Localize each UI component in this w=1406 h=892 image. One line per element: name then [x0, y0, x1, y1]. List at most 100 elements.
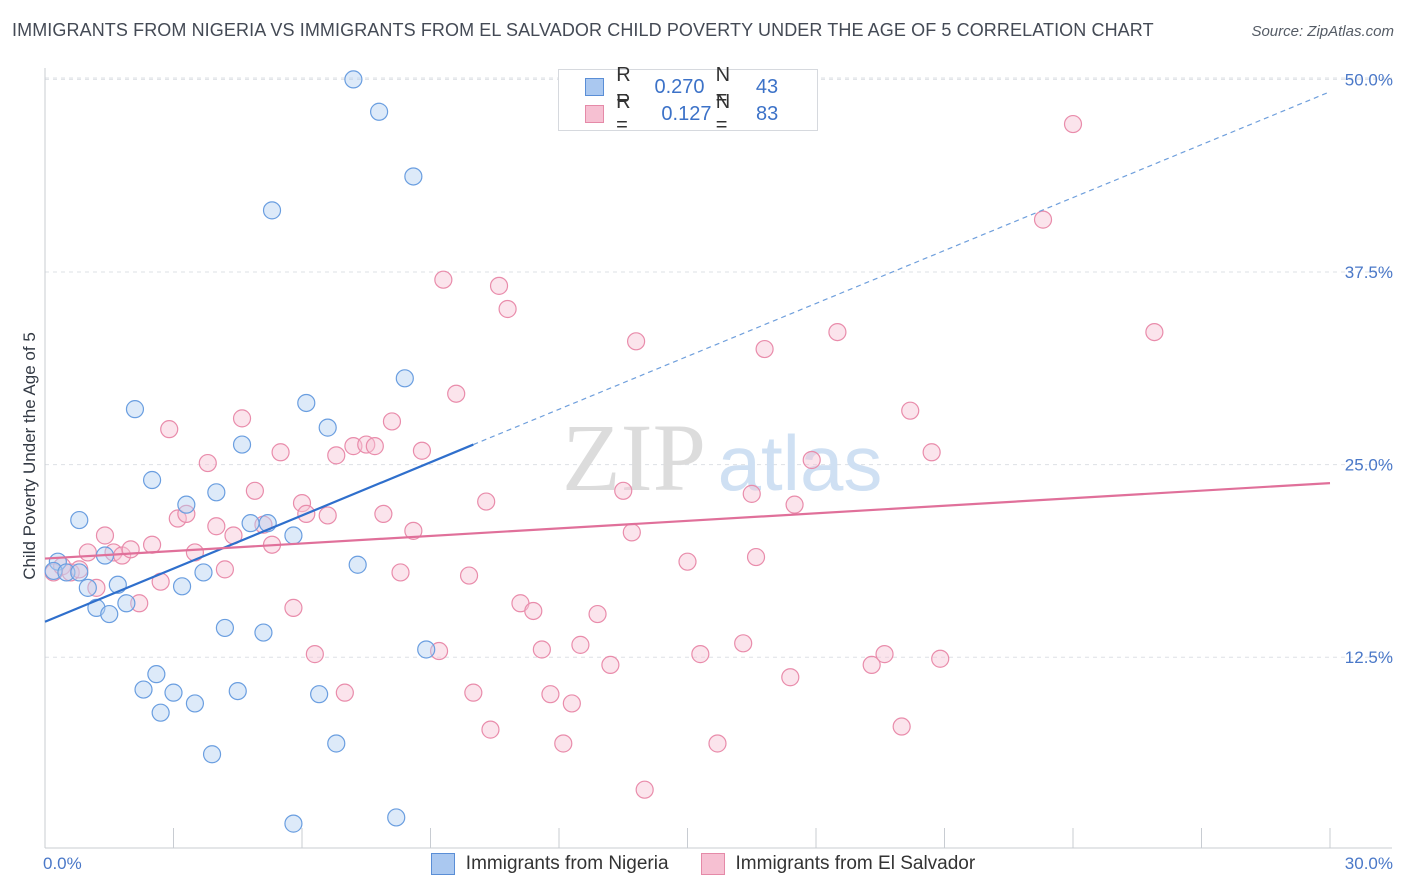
nigeria-trend-extension	[473, 91, 1331, 446]
watermark-atlas: atlas	[718, 419, 883, 507]
el-salvador-point	[481, 720, 500, 739]
el-salvador-point	[746, 547, 766, 567]
nigeria-point	[207, 483, 226, 502]
nigeria-point	[284, 526, 303, 545]
el-salvador-point	[434, 270, 453, 289]
el-salvador-point	[708, 734, 727, 753]
el-salvador-point	[541, 685, 560, 704]
nigeria-point	[117, 594, 136, 613]
el-salvador-point	[78, 543, 97, 562]
el-salvador-point	[447, 384, 466, 403]
el-salvador-points	[44, 114, 1164, 799]
x-tick-label: 30.0%	[1345, 854, 1393, 873]
el-salvador-swatch	[585, 105, 605, 123]
nigeria-point	[232, 435, 252, 454]
el-salvador-point	[828, 322, 847, 342]
el-salvador-point	[875, 645, 894, 664]
y-tick-label: 25.0%	[1345, 456, 1393, 475]
x-tick-label: 0.0%	[43, 854, 82, 873]
el-salvador-point	[614, 481, 633, 500]
el-salvador-point	[305, 645, 324, 664]
el-salvador-point	[901, 401, 920, 420]
nigeria-legend-swatch	[430, 853, 455, 875]
legend-row-el-salvador: R = 0.127 N = 83	[585, 91, 817, 136]
el-salvador-point	[691, 645, 710, 664]
tick-labels: 12.5% 25.0% 37.5% 50.0% 0.0% 30.0%	[43, 70, 1393, 873]
el-salvador-point	[412, 441, 432, 460]
el-salvador-point	[635, 780, 654, 799]
el-salvador-point	[95, 526, 115, 545]
el-salvador-point	[130, 594, 149, 613]
watermark-zip: ZIP	[562, 404, 706, 511]
r-label: R =	[616, 91, 631, 136]
el-salvador-point	[121, 540, 140, 559]
nigeria-point	[284, 814, 303, 833]
el-salvador-point	[785, 495, 804, 514]
nigeria-point	[177, 495, 196, 514]
el-salvador-point	[742, 484, 761, 503]
el-salvador-point	[734, 634, 753, 653]
el-salvador-point	[292, 494, 312, 513]
el-salvador-point	[1063, 114, 1083, 134]
nigeria-point	[134, 680, 153, 699]
n-value: 83	[755, 102, 779, 125]
el-salvador-point	[562, 694, 581, 713]
el-salvador-point	[571, 635, 590, 654]
r-value: 0.270	[654, 75, 705, 98]
nigeria-point	[125, 400, 145, 419]
el-salvador-point	[160, 420, 179, 439]
nigeria-point	[142, 470, 162, 490]
y-tick-label: 37.5%	[1345, 263, 1393, 282]
nigeria-point	[147, 665, 166, 684]
el-salvador-point	[678, 552, 697, 571]
stats-legend: R = 0.270 N = 43 R = 0.127 N = 83	[558, 64, 818, 136]
n-label: N =	[715, 91, 731, 136]
el-salvador-point	[232, 409, 252, 428]
nigeria-point	[404, 167, 423, 186]
el-salvador-point	[374, 504, 393, 524]
legend-label-el-salvador: Immigrants from El Salvador	[735, 853, 976, 874]
nigeria-point	[310, 685, 329, 704]
chart-title: IMMIGRANTS FROM NIGERIA VS IMMIGRANTS FR…	[12, 20, 1154, 40]
el-salvador-point	[477, 492, 496, 511]
el-salvador-point	[626, 332, 646, 351]
grid-lines	[45, 77, 1392, 658]
el-salvador-point	[168, 509, 187, 528]
y-tick-label: 50.0%	[1345, 70, 1393, 89]
nigeria-point	[57, 563, 76, 582]
el-salvador-point	[335, 683, 354, 702]
trend-lines	[44, 91, 1331, 623]
axes	[44, 68, 1392, 849]
el-salvador-point	[532, 640, 551, 659]
el-salvador-point	[177, 504, 196, 524]
el-salvador-point	[622, 523, 641, 542]
nigeria-point	[70, 510, 89, 530]
el-salvador-point	[931, 649, 950, 668]
nigeria-point	[254, 623, 273, 642]
source-credit: Source: ZipAtlas.com	[1251, 23, 1394, 40]
el-salvador-point	[382, 412, 402, 431]
legend-item-nigeria[interactable]: Immigrants from Nigeria	[430, 853, 669, 875]
nigeria-point	[215, 618, 234, 638]
series-legend: Immigrants from Nigeria Immigrants from …	[0, 851, 1406, 877]
nigeria-point	[262, 201, 282, 220]
y-tick-label: 12.5%	[1345, 648, 1393, 667]
el-salvador-point	[755, 339, 774, 359]
el-salvador-point	[524, 601, 543, 621]
nigeria-point	[318, 418, 337, 437]
legend-item-el-salvador[interactable]: Immigrants from El Salvador	[700, 853, 976, 875]
el-salvador-point	[271, 443, 290, 462]
el-salvador-point	[404, 521, 423, 540]
el-salvador-point	[781, 668, 800, 687]
el-salvador-point	[142, 535, 162, 554]
el-salvador-point	[588, 604, 607, 624]
el-salvador-point	[327, 446, 346, 465]
el-salvador-legend-swatch	[700, 853, 725, 875]
el-salvador-point	[498, 299, 517, 319]
nigeria-point	[172, 577, 192, 596]
legend-row-nigeria: R = 0.270 N = 43	[585, 64, 817, 109]
nigeria-point	[100, 604, 119, 624]
nigeria-swatch	[585, 78, 605, 96]
el-salvador-point	[284, 598, 303, 617]
